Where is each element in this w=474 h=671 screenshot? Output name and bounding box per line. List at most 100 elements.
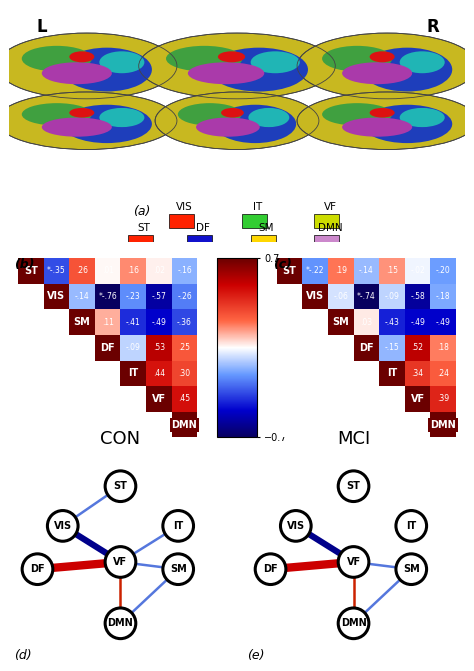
Bar	[314, 235, 339, 248]
Bar	[354, 386, 379, 412]
Text: .53: .53	[153, 344, 165, 352]
Bar	[172, 284, 197, 309]
Bar	[146, 386, 172, 412]
Ellipse shape	[322, 103, 392, 125]
Circle shape	[163, 511, 193, 541]
Text: -.14: -.14	[75, 292, 90, 301]
Text: -.57: -.57	[152, 292, 166, 301]
Bar	[69, 386, 95, 412]
Text: -.18: -.18	[436, 292, 450, 301]
Ellipse shape	[69, 51, 94, 62]
Bar	[328, 386, 354, 412]
Ellipse shape	[400, 108, 445, 127]
Bar	[430, 335, 456, 360]
Bar	[187, 235, 212, 248]
Text: (a): (a)	[133, 205, 150, 218]
Ellipse shape	[69, 108, 94, 117]
Text: VIS: VIS	[306, 291, 324, 301]
Text: IT: IT	[173, 521, 183, 531]
Circle shape	[396, 511, 427, 541]
Bar	[354, 309, 379, 335]
Circle shape	[338, 471, 369, 501]
Ellipse shape	[100, 108, 145, 127]
Text: VF: VF	[152, 394, 166, 404]
Ellipse shape	[100, 51, 145, 73]
Bar	[44, 335, 69, 360]
Bar	[328, 412, 354, 437]
Bar	[44, 309, 69, 335]
Bar	[44, 258, 69, 284]
Bar	[430, 360, 456, 386]
Ellipse shape	[362, 48, 452, 91]
Bar	[128, 235, 153, 248]
Circle shape	[255, 554, 286, 584]
Ellipse shape	[166, 46, 243, 71]
Bar	[379, 360, 405, 386]
Text: L: L	[36, 18, 46, 36]
Text: .16: .16	[128, 266, 139, 275]
Bar	[405, 335, 430, 360]
Text: -.14: -.14	[359, 266, 374, 275]
Text: *-.22: *-.22	[306, 266, 324, 275]
Bar	[44, 360, 69, 386]
Text: .24: .24	[437, 369, 449, 378]
Text: .18: .18	[438, 344, 449, 352]
Ellipse shape	[297, 33, 474, 99]
Bar	[302, 258, 328, 284]
Bar	[18, 335, 44, 360]
Bar	[379, 412, 405, 437]
Bar	[430, 386, 456, 412]
Text: ST: ST	[114, 481, 128, 491]
Text: -.16: -.16	[177, 266, 192, 275]
Bar	[95, 258, 120, 284]
Bar	[120, 386, 146, 412]
Text: DMN: DMN	[430, 419, 456, 429]
Text: (d): (d)	[14, 649, 32, 662]
Bar	[405, 386, 430, 412]
Text: DF: DF	[196, 223, 210, 233]
Bar	[95, 284, 120, 309]
Bar	[328, 258, 354, 284]
Bar	[69, 309, 95, 335]
Bar	[302, 284, 328, 309]
Text: .19: .19	[335, 266, 346, 275]
Ellipse shape	[0, 92, 177, 150]
Ellipse shape	[342, 62, 412, 84]
Bar	[120, 309, 146, 335]
Text: .30: .30	[179, 369, 191, 378]
Bar	[302, 309, 328, 335]
Text: DF: DF	[263, 564, 278, 574]
Ellipse shape	[62, 105, 152, 143]
Circle shape	[105, 608, 136, 639]
Text: .52: .52	[411, 344, 424, 352]
Circle shape	[338, 547, 369, 577]
Ellipse shape	[42, 62, 112, 84]
Bar	[69, 258, 95, 284]
Bar	[95, 386, 120, 412]
Ellipse shape	[297, 92, 474, 150]
Bar	[44, 284, 69, 309]
Bar	[95, 335, 120, 360]
Ellipse shape	[400, 51, 445, 73]
Bar	[146, 284, 172, 309]
Bar	[18, 258, 44, 284]
Text: IT: IT	[253, 202, 262, 212]
Bar	[18, 284, 44, 309]
Text: -.06: -.06	[333, 292, 348, 301]
Text: VF: VF	[346, 557, 361, 567]
Bar	[430, 284, 456, 309]
Bar	[328, 284, 354, 309]
Text: -.09: -.09	[384, 292, 400, 301]
Text: -.49: -.49	[436, 317, 451, 327]
Text: VIS: VIS	[54, 521, 72, 531]
Text: VIS: VIS	[287, 521, 305, 531]
Bar	[379, 258, 405, 284]
Circle shape	[105, 547, 136, 577]
Ellipse shape	[322, 46, 392, 71]
Bar	[18, 360, 44, 386]
Ellipse shape	[62, 48, 152, 91]
Bar	[172, 412, 197, 437]
Text: CON: CON	[100, 429, 140, 448]
Ellipse shape	[370, 51, 395, 62]
Bar	[146, 258, 172, 284]
